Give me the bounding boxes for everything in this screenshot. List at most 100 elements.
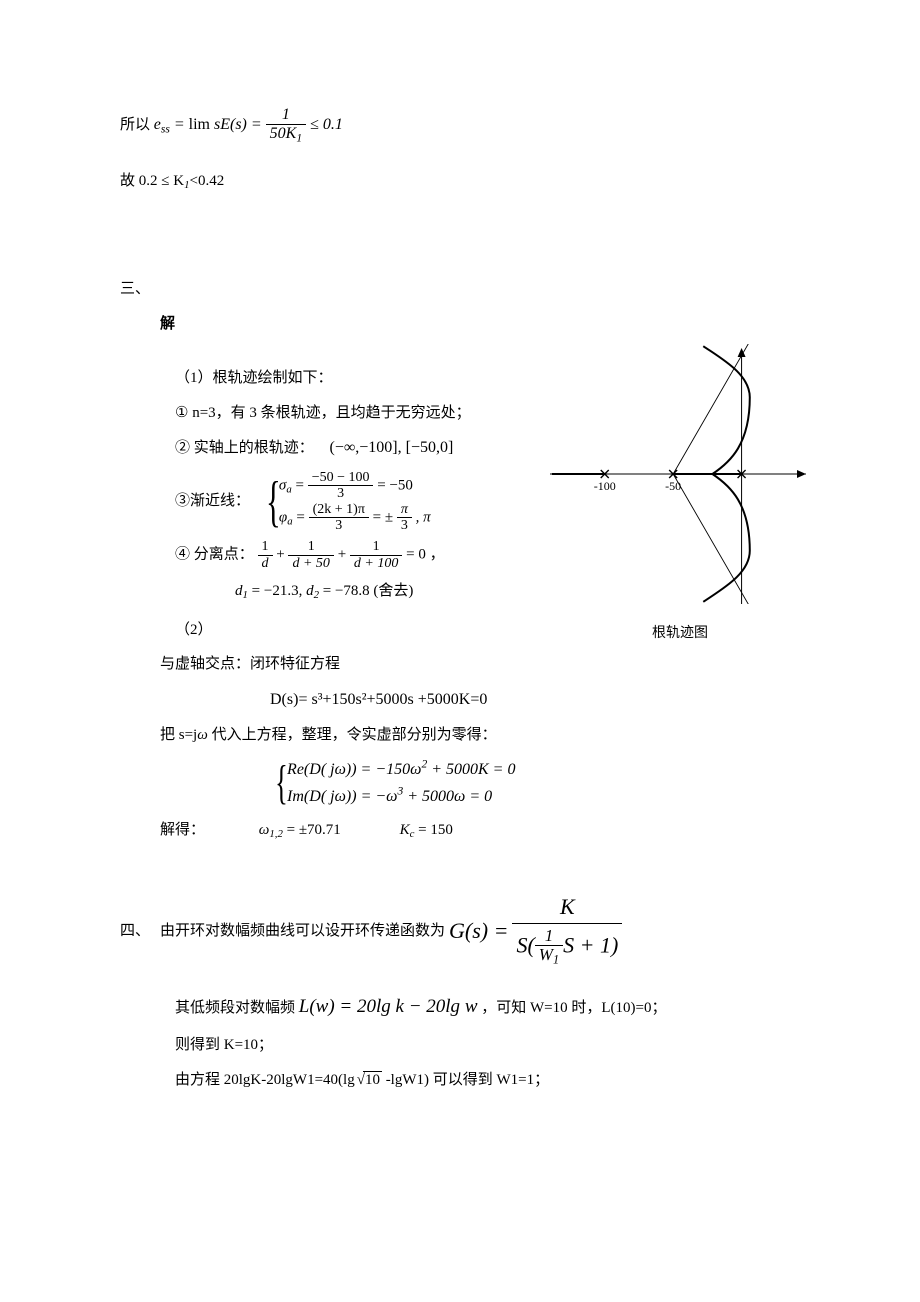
sep-f2: 1 d + 50 [288,539,333,571]
Kc-val: = 150 [418,822,453,838]
omega12-sub: 1,2 [269,828,283,840]
brace-asym: { [266,474,281,530]
den-K1sub: 1 [296,132,302,144]
sec4-line2: 其低频段对数幅频 L(w) = 20lg k − 20lg w ，可知 W=10… [175,989,810,1025]
sec3-reim: { Re(D( jω)) = −150ω2 + 5000K = 0 Im(D( … [270,756,540,810]
Gs: G(s) = [449,910,508,952]
sep-d50: d + 50 [288,556,333,571]
Gs-frac: K S(1W1S + 1) [512,895,622,967]
Gs-W1: 1 [553,953,559,967]
sep-f3: 1 d + 100 [350,539,402,571]
omega-sym: ω [197,727,208,743]
li3-label: ③渐近线： [175,487,250,516]
sigma-res: = −50 [377,477,413,493]
section-3-heading: 三、 [120,275,810,304]
li2-label: ② 实轴上的根轨迹： [175,440,314,456]
sec4-t1-pre: 由开环对数幅频曲线可以设开环传递函数为 [160,917,445,946]
svg-text:-50: -50 [665,479,681,493]
sec3-item2: （2） [175,616,540,645]
phi-eq: = [296,509,308,525]
num-1: 1 [266,106,306,125]
Lw: L(w) = 20lg k − 20lg w [299,996,478,1017]
sec3-sep-roots: d1 = −21.3, d2 = −78.8 (舍去) [235,577,540,606]
lim: lim [189,116,210,133]
sec3-left: （1）根轨迹绘制如下： ① n=3，有 3 条根轨迹，且均趋于无穷远处； ② 实… [120,344,540,850]
sep-1c: 1 [350,539,402,555]
den-50: 50 [270,125,286,142]
d2-val: = −78.8 (舍去) [323,583,414,599]
phi-res-frac: π 3 [397,502,412,534]
le-01: ≤ 0.1 [310,116,343,133]
Gs-tail: S + 1) [563,932,618,957]
frac-1-50k1: 1 50K1 [266,106,306,145]
sqrt-arg: 10 [363,1071,382,1088]
den-K: K [286,125,297,142]
ReD: Re(D( jω)) = −150ω2 + 5000K = 0 [287,756,515,783]
sE: sE(s) [214,116,247,133]
sec3-close-loop: 与虚轴交点：闭环特征方程 [160,650,540,679]
svg-text:-100: -100 [594,479,616,493]
sub-in-pre: 把 s=j [160,727,197,743]
sec3-right: -100 -50 根轨迹图 [540,344,810,642]
ess-sym: e [154,116,161,133]
sec3-num: 三、 [120,275,160,304]
d1-val: = −21.3, [252,583,306,599]
phi-a-sub: a [287,515,292,527]
eq: = [174,116,189,133]
sigma-frac: −50 − 100 3 [308,470,374,502]
sec4-line3: 则得到 K=10； [175,1031,810,1060]
ImD: Im(D( jω)) = −ω3 + 5000ω = 0 [287,783,515,810]
sqrt-10: √10 [355,1066,382,1095]
omega12-val: = ±70.71 [287,822,341,838]
brace-reim: { [275,759,288,807]
sub-in-tail: 代入上方程，整理，令实虚部分别为零得： [208,727,497,743]
sec4-line4: 由方程 20lgK-20lgW1=40(lg√10 -lgW1) 可以得到 W1… [175,1066,810,1095]
sep-d100: d + 100 [350,556,402,571]
Gs-open: ( [527,932,534,957]
Ds-eq: D(s)= s³+150s²+5000s +5000K=0 [270,691,487,708]
li2-math: (−∞,−100], [−50,0] [330,439,454,456]
sigma-num: −50 − 100 [308,470,374,486]
Gs-W: W [539,945,553,964]
phi-res-num: π [397,502,412,518]
sec4-num: 四、 [120,917,160,946]
d2-sub: 2 [314,589,319,601]
sep-1b: 1 [288,539,333,555]
sec3-1-intro: （1）根轨迹绘制如下： [175,364,540,393]
omega12: ω [259,822,270,838]
sec3-sub-in: 把 s=jω 代入上方程，整理，令实虚部分别为零得： [160,721,540,750]
sec3-li4: ④ 分离点： 1 d + 1 d + 50 + 1 d + 100 = 0 ， [175,539,540,571]
sep-p2: + [338,547,350,563]
sep-eq0: = 0 ， [406,547,444,563]
sep-d-a: d [258,556,273,571]
range-pre: 故 0.2 ≤ K [120,173,184,189]
sec3-Ds: D(s)= s³+150s²+5000s +5000K=0 [270,685,540,715]
diagram-caption: 根轨迹图 [550,622,810,642]
sigma-a-sub: a [286,483,291,495]
Gs-S: S [516,932,527,957]
text-suoyi: 所以 [120,117,150,133]
sec3-li2: ② 实轴上的根轨迹： (−∞,−100], [−50,0] [175,433,540,463]
ess-sub: ss [161,123,170,135]
sec4-t2-tail: ，可知 W=10 时，L(10)=0； [481,1000,666,1016]
phi-num: (2k + 1)π [309,502,369,518]
d2: d [306,583,314,599]
sigma-eq: = [295,477,307,493]
sec4-line1: 四、 由开环对数幅频曲线可以设开环传递函数为 G(s) = K S(1W1S +… [120,895,810,967]
phi-frac: (2k + 1)π 3 [309,502,369,534]
sec3-li3: ③渐近线： { σa = −50 − 100 3 = −50 [175,470,540,534]
li4-label: ④ 分离点： [175,547,254,563]
phi-res-a: = ± [373,509,393,525]
Kc: K [400,822,410,838]
root-locus-diagram: -100 -50 [550,344,810,604]
sec3-body-row: （1）根轨迹绘制如下： ① n=3，有 3 条根轨迹，且均趋于无穷远处； ② 实… [120,344,810,850]
line-k1-range: 故 0.2 ≤ K1<0.42 [120,167,810,196]
range-suf: <0.42 [189,173,224,189]
sec3-li1: ① n=3，有 3 条根轨迹，且均趋于无穷远处； [175,399,540,428]
solve-label: 解得： [160,822,205,838]
d1: d [235,583,243,599]
sigma-den: 3 [308,486,374,501]
sep-1a: 1 [258,539,273,555]
page: 所以 ess = lim sE(s) = 1 50K1 ≤ 0.1 故 0.2 … [0,0,920,1160]
sec4-t2-pre: 其低频段对数幅频 [175,1000,299,1016]
